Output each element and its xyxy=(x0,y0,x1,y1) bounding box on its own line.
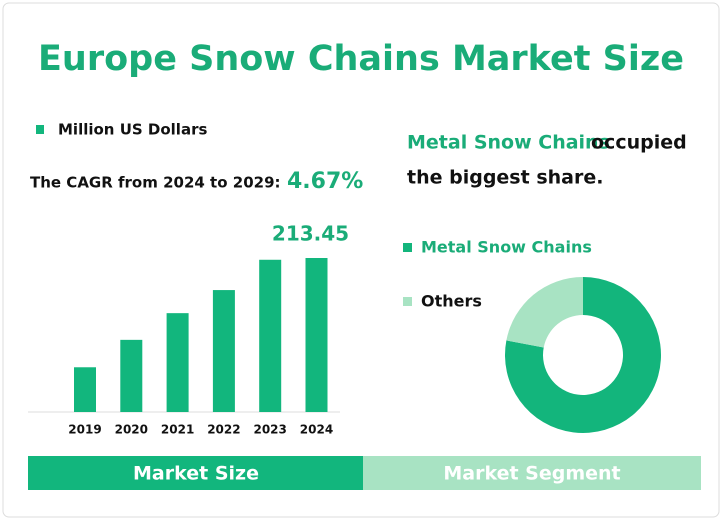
headline-highlight: Metal Snow Chains xyxy=(407,132,610,154)
x-tick-label: 2019 xyxy=(68,423,101,437)
x-tick-label: 2020 xyxy=(115,423,148,437)
x-tick-label: 2023 xyxy=(253,423,286,437)
cagr-label: The CAGR from 2024 to 2029: xyxy=(30,174,281,192)
tab-label[interactable]: Market Size xyxy=(133,463,259,485)
pie-slice xyxy=(504,277,661,434)
legend-swatch xyxy=(403,243,412,252)
pie-slice xyxy=(506,277,583,348)
bar xyxy=(259,259,282,412)
x-tick-label: 2022 xyxy=(207,423,240,437)
cagr-value: 4.67% xyxy=(287,169,363,194)
tab[interactable] xyxy=(28,456,363,490)
title: Europe Snow Chains Market Size xyxy=(38,39,684,79)
bar xyxy=(74,367,96,412)
bar xyxy=(120,339,143,412)
bar xyxy=(212,290,235,412)
x-tick-label: 2024 xyxy=(300,423,333,437)
legend-label: Million US Dollars xyxy=(58,121,207,139)
bar xyxy=(305,258,328,412)
frame xyxy=(2,2,720,518)
headline-text: occupied xyxy=(591,132,687,154)
legend-swatch xyxy=(403,297,412,306)
tab-label[interactable]: Market Segment xyxy=(443,463,620,485)
bar xyxy=(166,313,189,412)
legend-swatch xyxy=(36,125,44,134)
headline-text: the biggest share. xyxy=(407,167,603,189)
value-label: 213.45 xyxy=(272,222,349,246)
tab[interactable] xyxy=(363,456,701,490)
x-tick-label: 2021 xyxy=(161,423,194,437)
legend-label: Others xyxy=(421,292,482,311)
legend-label: Metal Snow Chains xyxy=(421,238,592,257)
